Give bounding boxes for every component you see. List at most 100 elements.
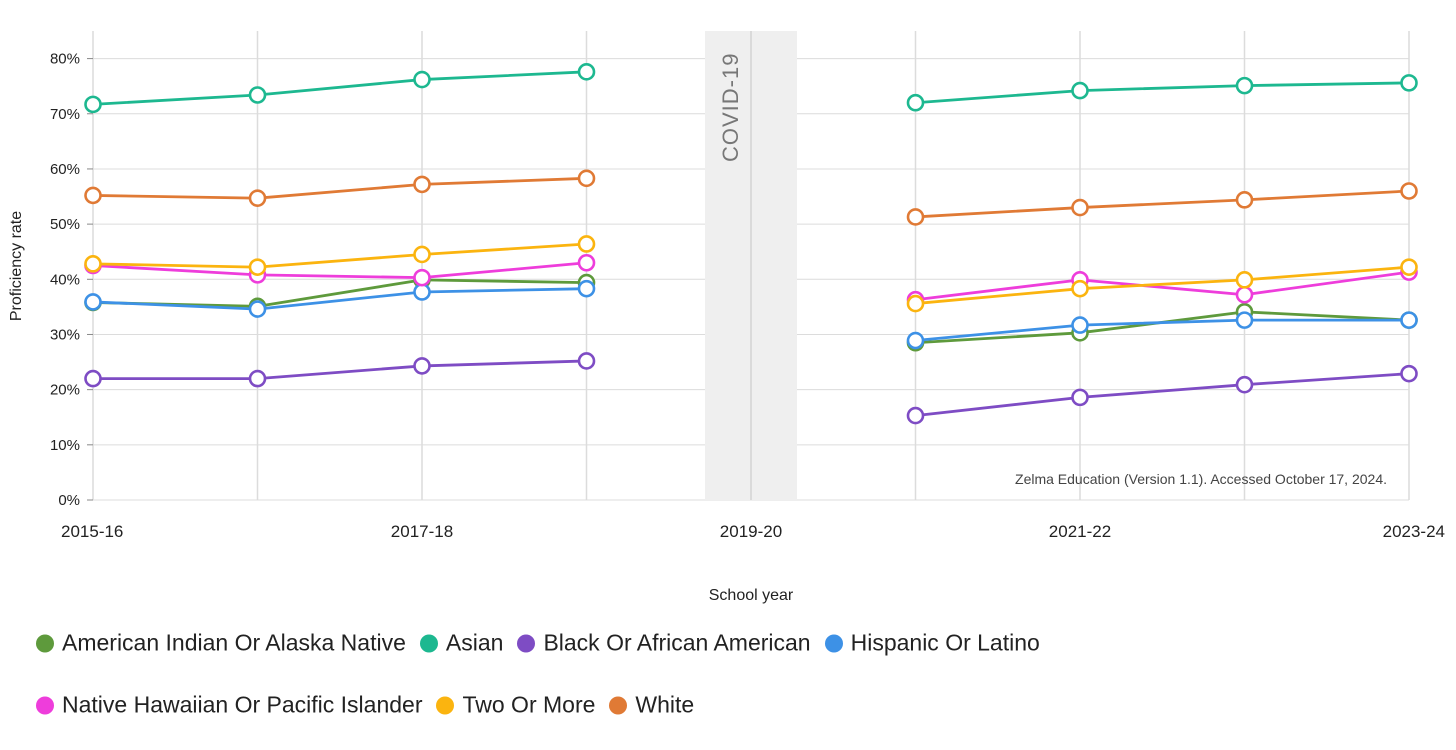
data-point [1400, 182, 1418, 200]
x-axis-ticks: 2015-16 2017-18 2019-20 2021-22 2023-24 [61, 522, 1445, 541]
covid-label: COVID-19 [718, 53, 743, 162]
data-point [906, 93, 925, 112]
data-point [1235, 191, 1254, 209]
series-line [915, 318, 1409, 342]
data-point [248, 258, 267, 276]
data-point [84, 95, 102, 114]
y-axis-ticks: 0% 10% 20% 30% 40% 50% 60% 70% 80% [50, 51, 93, 509]
data-point [577, 279, 596, 298]
legend-swatch [36, 696, 54, 714]
covid-band: COVID-19 [705, 31, 797, 500]
series-white [84, 169, 1418, 226]
data-point [248, 86, 267, 104]
data-point [577, 352, 596, 370]
source-note: Zelma Education (Version 1.1). Accessed … [1015, 471, 1387, 487]
y-tick-label: 80% [50, 51, 80, 68]
legend-item[interactable]: Native Hawaiian Or Pacific Islander [36, 692, 422, 719]
x-axis-label: School year [709, 587, 794, 604]
data-point [84, 369, 102, 388]
data-point [413, 70, 431, 89]
data-point [413, 245, 431, 264]
y-tick-label: 10% [50, 437, 80, 454]
series-line [915, 189, 1410, 219]
data-point [84, 186, 102, 205]
series-two-or-more [84, 235, 1418, 313]
data-point [1400, 311, 1418, 329]
x-tick-label: 2021-22 [1049, 522, 1111, 541]
y-tick-label: 50% [50, 216, 80, 233]
legend-row-1: American Indian Or Alaska Native Asian Bla… [36, 630, 1054, 657]
legend-item[interactable]: Black Or African American [517, 629, 811, 657]
legend-label: White [635, 691, 695, 718]
data-point [413, 268, 431, 287]
data-point [248, 189, 267, 207]
legend-label: Two Or More [462, 691, 596, 718]
data-point [906, 406, 925, 425]
y-axis-label: Proficiency rate [8, 211, 25, 321]
data-point [1400, 364, 1418, 383]
data-point [84, 255, 102, 273]
y-tick-label: 60% [50, 161, 80, 178]
data-point [577, 235, 596, 253]
data-point [413, 357, 431, 375]
data-point [1400, 74, 1418, 92]
data-point [1235, 311, 1254, 329]
legend-swatch [36, 634, 54, 652]
data-point [1235, 76, 1254, 95]
data-point [1235, 285, 1254, 304]
y-tick-label: 0% [58, 492, 80, 509]
series-line [92, 287, 587, 311]
series-line [92, 70, 587, 106]
series-line [915, 265, 1410, 305]
legend-swatch [419, 634, 438, 652]
data-point [1400, 258, 1418, 276]
series-asian [84, 63, 1418, 114]
legend-label: Native Hawaiian Or Pacific Islander [62, 691, 423, 718]
y-tick-label: 30% [50, 326, 80, 343]
legend-row-2: Native Hawaiian Or Pacific Islander Two O… [36, 692, 708, 719]
data-point [84, 293, 102, 311]
data-point [1071, 316, 1089, 334]
series-line [93, 359, 587, 381]
data-point [248, 300, 267, 318]
data-point [906, 331, 925, 350]
legend-item[interactable]: Two Or More [436, 692, 595, 719]
data-point [413, 175, 431, 194]
legend-label: American Indian Or Alaska Native [62, 629, 406, 656]
data-point [248, 369, 267, 388]
data-point [906, 208, 925, 226]
x-tick-label: 2023-24 [1383, 522, 1445, 541]
data-point [1235, 271, 1254, 289]
series-line [92, 278, 587, 308]
legend-item[interactable]: White [609, 692, 694, 719]
data-point [1071, 198, 1089, 217]
data-point [577, 253, 596, 272]
line-chart: COVID-19 0% 10% 20% 30% 40% 50% 60% 70% 80% 2015… [8, 31, 1445, 604]
series-line [92, 242, 587, 269]
data-point [577, 169, 596, 188]
data-point [413, 283, 431, 301]
legend-label: Hispanic Or Latino [850, 629, 1040, 656]
legend-swatch [824, 634, 843, 652]
legend-label: Black Or African American [543, 629, 811, 656]
legend-item[interactable]: Hispanic Or Latino [824, 629, 1040, 657]
data-point [1071, 81, 1089, 100]
legend-swatch [436, 696, 455, 714]
x-tick-label: 2017-18 [391, 522, 453, 541]
series-line [915, 81, 1410, 105]
x-tick-label: 2015-16 [61, 522, 123, 541]
legend-label: Asian [445, 629, 504, 656]
legend-item[interactable]: Asian [419, 629, 504, 657]
y-tick-label: 20% [50, 382, 80, 399]
data-point [1071, 388, 1089, 407]
legend-item[interactable]: American Indian Or Alaska Native [36, 630, 406, 657]
legend-swatch [609, 696, 628, 714]
series-line [92, 261, 587, 280]
data-point [1071, 279, 1089, 298]
data-point [577, 63, 596, 81]
series-line [92, 176, 587, 200]
x-tick-label: 2019-20 [720, 522, 782, 541]
y-tick-label: 70% [50, 106, 80, 123]
series-black-or-african-american [84, 352, 1418, 425]
legend-swatch [517, 634, 536, 652]
